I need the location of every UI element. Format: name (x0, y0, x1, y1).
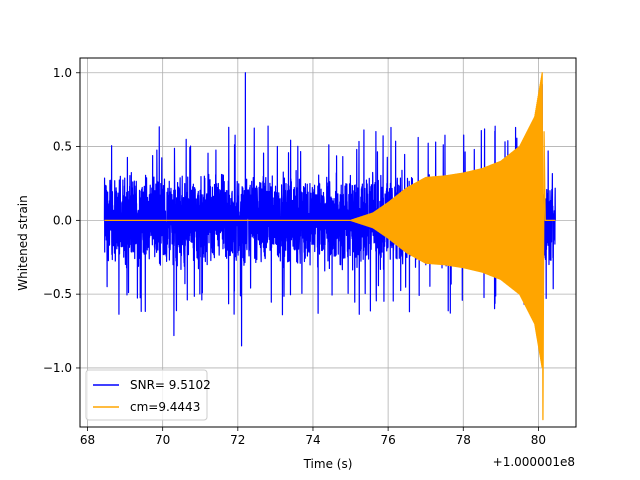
x-tick-label: 78 (456, 433, 471, 447)
x-tick-label: 76 (380, 433, 395, 447)
x-axis-offset-label: +1.000001e8 (493, 455, 575, 469)
series-line-cm (103, 72, 556, 421)
x-tick-label: 70 (155, 433, 170, 447)
plot-area (103, 72, 556, 421)
x-tick-label: 68 (80, 433, 95, 447)
x-tick-label: 72 (230, 433, 245, 447)
y-tick-label: −0.5 (43, 287, 72, 301)
y-tick-label: 0.5 (53, 140, 72, 154)
y-axis-label: Whitened strain (16, 195, 30, 291)
y-axis-ticks: 1.0 0.5 0.0 −0.5 −1.0 (43, 66, 80, 375)
y-tick-label: 0.0 (53, 213, 72, 227)
x-tick-label: 74 (305, 433, 320, 447)
x-axis-label: Time (s) (303, 457, 353, 471)
legend-label: cm=9.4443 (130, 400, 200, 414)
y-tick-label: −1.0 (43, 361, 72, 375)
y-tick-label: 1.0 (53, 66, 72, 80)
legend-label: SNR= 9.5102 (130, 378, 211, 392)
legend: SNR= 9.5102 cm=9.4443 (85, 369, 211, 421)
axes-frame (79, 57, 577, 428)
x-tick-label: 80 (531, 433, 546, 447)
x-axis-ticks: 68 70 72 74 76 78 80 (80, 427, 546, 447)
